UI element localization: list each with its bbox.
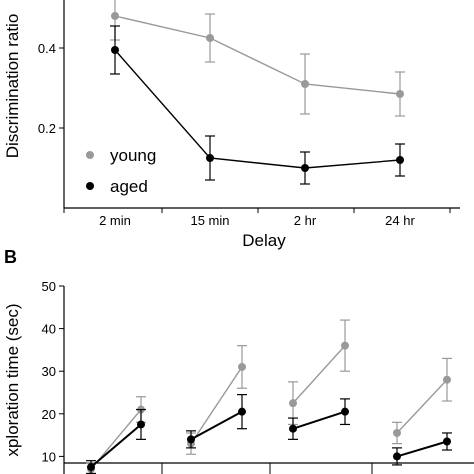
data-point-young bbox=[111, 12, 119, 20]
data-point-aged bbox=[137, 420, 145, 429]
data-point-young bbox=[396, 90, 404, 98]
data-point-young bbox=[443, 375, 451, 384]
panel-a-x-ticks: 2 min 15 min 2 hr 24 hr bbox=[63, 208, 451, 228]
legend-marker-young bbox=[86, 151, 94, 159]
data-point-aged bbox=[301, 164, 309, 172]
panel-a-x-tick-label: 24 hr bbox=[385, 213, 415, 228]
panel-a: 0.2 0.4 2 min 15 min 2 hr 24 hr Discriminati… bbox=[3, 0, 460, 250]
panel-a-y-ticks: 0.2 0.4 bbox=[38, 41, 64, 136]
series-aged bbox=[86, 394, 452, 474]
legend-label-young: young bbox=[110, 146, 156, 165]
panel-b-y-tick-label: 20 bbox=[42, 407, 56, 422]
series-line-aged bbox=[114, 49, 401, 169]
panel-b-y-tick-label: 10 bbox=[42, 449, 56, 464]
panel-a-x-tick-label: 2 hr bbox=[294, 213, 317, 228]
panel-b-y-ticks: 10 20 30 40 50 bbox=[42, 279, 64, 464]
series-aged bbox=[110, 25, 405, 185]
panel-a-legend: young aged bbox=[86, 146, 156, 196]
legend-label-aged: aged bbox=[110, 177, 148, 196]
panel-a-y-axis-label: Discrimination ratio bbox=[3, 14, 22, 159]
panel-b-y-tick-label: 30 bbox=[42, 364, 56, 379]
data-point-aged bbox=[187, 435, 195, 444]
data-point-aged bbox=[341, 407, 349, 416]
series-young bbox=[86, 319, 452, 474]
data-point-aged bbox=[206, 154, 214, 162]
series-segment-aged bbox=[90, 423, 142, 468]
panel-b-y-axis-label: xploration time (sec) bbox=[3, 303, 22, 456]
data-point-aged bbox=[289, 424, 297, 433]
series-young bbox=[110, 0, 405, 117]
panel-a-x-axis-label: Delay bbox=[242, 231, 286, 250]
panel-b-label: B bbox=[4, 247, 17, 267]
series-segment-aged bbox=[292, 410, 346, 430]
panel-b-y-tick-label: 50 bbox=[42, 279, 56, 294]
series-segment-young bbox=[292, 345, 346, 404]
panel-a-x-tick-label: 2 min bbox=[99, 213, 131, 228]
series-segment-young bbox=[396, 379, 448, 434]
panel-a-y-tick-label: 0.4 bbox=[38, 41, 56, 56]
data-point-aged bbox=[396, 156, 404, 164]
series-line-young bbox=[114, 15, 401, 95]
data-point-young bbox=[393, 428, 401, 437]
data-point-young bbox=[341, 341, 349, 350]
panel-a-x-tick-label: 15 min bbox=[190, 213, 229, 228]
data-point-young bbox=[301, 80, 309, 88]
series-segment-aged bbox=[190, 410, 243, 441]
data-point-aged bbox=[87, 463, 95, 472]
data-point-aged bbox=[238, 407, 246, 416]
data-point-young bbox=[206, 34, 214, 42]
data-point-aged bbox=[443, 437, 451, 446]
data-point-young bbox=[289, 399, 297, 408]
panel-b: B 10 20 30 40 50 xploration time (sec) bbox=[3, 247, 474, 474]
data-point-aged bbox=[393, 452, 401, 461]
series-segment-aged bbox=[396, 440, 448, 458]
panel-b-y-tick-label: 40 bbox=[42, 322, 56, 337]
series-segment-young bbox=[190, 366, 243, 445]
data-point-aged bbox=[111, 46, 119, 54]
panel-b-series bbox=[86, 319, 452, 474]
panel-a-y-tick-label: 0.2 bbox=[38, 121, 56, 136]
data-point-young bbox=[238, 362, 246, 371]
legend-marker-aged bbox=[86, 182, 94, 190]
panel-b-x-ticks bbox=[63, 463, 373, 474]
panel-a-series bbox=[110, 0, 405, 185]
